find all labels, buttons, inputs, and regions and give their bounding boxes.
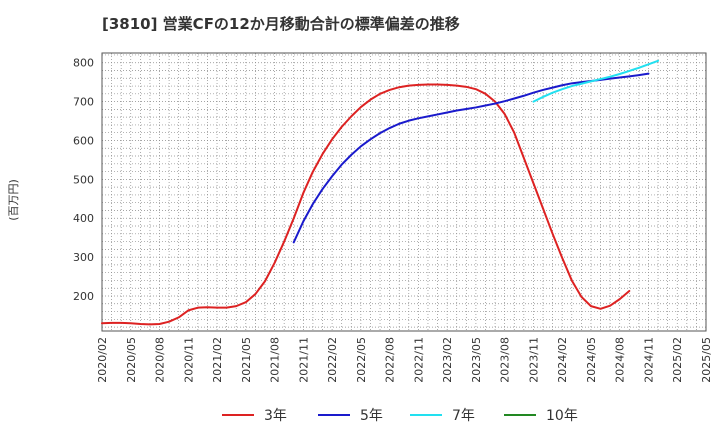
y-tick-label: 700 <box>73 96 94 109</box>
x-tick-label: 2024/11 <box>642 337 655 383</box>
legend-item-3: 10年 <box>504 408 578 424</box>
y-tick-label: 300 <box>73 251 94 264</box>
plot-area: 200 300 400 500 600 700 800 2020/02 2020/05 2020/… <box>73 52 713 383</box>
legend-item-0: 3年 <box>222 408 287 424</box>
legend-label: 7年 <box>452 408 475 424</box>
x-tick-label: 2025/02 <box>671 337 684 383</box>
x-tick-label: 2022/02 <box>326 337 339 383</box>
x-tick-label: 2025/05 <box>700 337 713 383</box>
x-tick-label: 2024/02 <box>556 337 569 383</box>
x-tick-label: 2020/11 <box>182 337 195 383</box>
x-tick-label: 2021/02 <box>211 337 224 383</box>
x-tick-label: 2020/08 <box>154 337 167 383</box>
legend-label: 5年 <box>360 408 383 424</box>
x-tick-label: 2023/02 <box>441 337 454 383</box>
x-tick-label: 2022/11 <box>412 337 425 383</box>
x-tick-label: 2024/08 <box>614 337 627 383</box>
y-tick-label: 800 <box>73 57 94 70</box>
legend-item-2: 7年 <box>410 408 475 424</box>
y-tick-label: 500 <box>73 173 94 186</box>
legend-label: 10年 <box>546 408 578 424</box>
series-line-0 <box>101 83 631 326</box>
x-tick-label: 2024/05 <box>585 337 598 383</box>
y-tick-label: 600 <box>73 134 94 147</box>
series-line-2 <box>532 59 660 103</box>
y-tick-label: 200 <box>73 290 94 303</box>
x-tick-label: 2022/05 <box>355 337 368 383</box>
x-tick-label: 2020/05 <box>125 337 138 383</box>
y-axis-label: (百万円) <box>7 179 20 221</box>
x-tick-label: 2023/05 <box>470 337 483 383</box>
x-tick-label: 2021/05 <box>240 337 253 383</box>
legend-label: 3年 <box>264 408 287 424</box>
x-tick-label: 2020/02 <box>96 337 109 383</box>
legend: 3年 5年 7年 10年 <box>222 408 578 424</box>
y-tick-label: 400 <box>73 212 94 225</box>
x-tick-label: 2021/08 <box>269 337 282 383</box>
legend-item-1: 5年 <box>318 408 383 424</box>
plot-frame <box>101 52 707 332</box>
x-tick-label: 2023/08 <box>499 337 512 383</box>
plot-background <box>102 53 706 331</box>
x-tick-label: 2022/08 <box>384 337 397 383</box>
x-tick-label: 2021/11 <box>297 337 310 383</box>
x-tick-label: 2023/11 <box>527 337 540 383</box>
chart-title: [3810] 営業CFの12か月移動合計の標準偏差の推移 <box>102 15 460 33</box>
